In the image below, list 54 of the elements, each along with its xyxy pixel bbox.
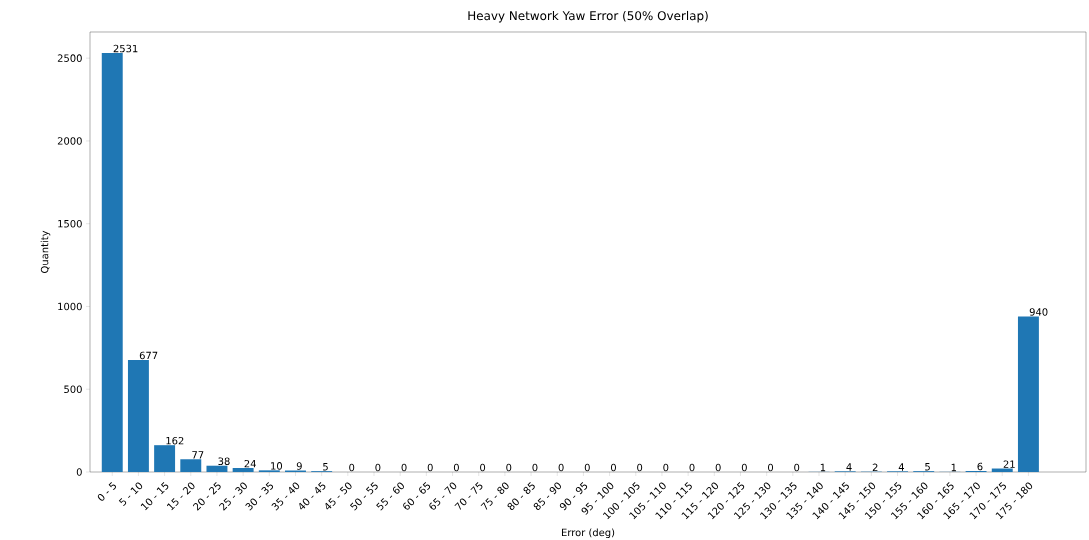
data-label: 5	[323, 463, 328, 471]
data-label: 0	[741, 463, 747, 472]
data-label: 2531	[113, 44, 138, 53]
data-label: 0	[349, 463, 355, 472]
data-label: 9	[296, 462, 302, 470]
bar	[101, 53, 123, 472]
data-label: 0	[637, 463, 643, 472]
data-label: 0	[610, 463, 616, 472]
bar	[154, 445, 176, 472]
bar	[232, 468, 254, 472]
bar	[1017, 316, 1039, 472]
chart-title: Heavy Network Yaw Error (50% Overlap)	[468, 10, 708, 23]
data-label: 6	[977, 462, 983, 471]
y-tick-label: 500	[64, 385, 82, 393]
data-label: 38	[218, 457, 230, 466]
y-tick-label: 2500	[57, 54, 82, 62]
data-label: 0	[715, 463, 721, 472]
data-label: 0	[663, 463, 669, 472]
data-label: 940	[1029, 308, 1048, 316]
data-label: 0	[427, 463, 433, 472]
bar	[180, 459, 202, 472]
data-label: 0	[506, 463, 512, 472]
y-axis-title: Quantity	[40, 230, 51, 273]
x-tick-label: 0 - 5	[97, 482, 116, 501]
data-label: 1	[951, 463, 957, 472]
y-tick-label: 0	[76, 468, 82, 476]
data-label: 0	[584, 463, 590, 472]
data-label: 77	[192, 451, 204, 459]
data-label: 0	[558, 463, 564, 472]
data-label: 0	[401, 463, 407, 472]
data-label: 0	[794, 463, 800, 472]
data-label: 2	[872, 463, 878, 471]
data-label: 0	[453, 463, 459, 472]
data-label: 4	[846, 463, 852, 471]
data-label: 677	[139, 351, 158, 360]
x-tick-label: 40 - 45	[299, 482, 326, 510]
data-label: 24	[244, 459, 256, 468]
data-label: 0	[689, 463, 695, 472]
x-axis-title: Error (deg)	[561, 528, 615, 539]
data-label: 0	[532, 463, 538, 472]
data-label: 10	[271, 462, 283, 470]
y-tick-label: 2000	[57, 137, 82, 145]
data-label: 162	[166, 436, 184, 445]
y-tick-label: 1000	[58, 302, 82, 311]
data-label: 0	[480, 463, 486, 472]
data-label: 0	[375, 463, 381, 472]
data-label: 4	[898, 463, 905, 471]
data-label: 21	[1003, 460, 1015, 468]
data-label: 5	[925, 463, 930, 471]
y-tick-label: 1500	[58, 219, 82, 228]
bar	[127, 359, 149, 472]
bar	[206, 465, 228, 472]
data-label: 1	[820, 463, 826, 472]
data-label: 0	[768, 463, 774, 472]
